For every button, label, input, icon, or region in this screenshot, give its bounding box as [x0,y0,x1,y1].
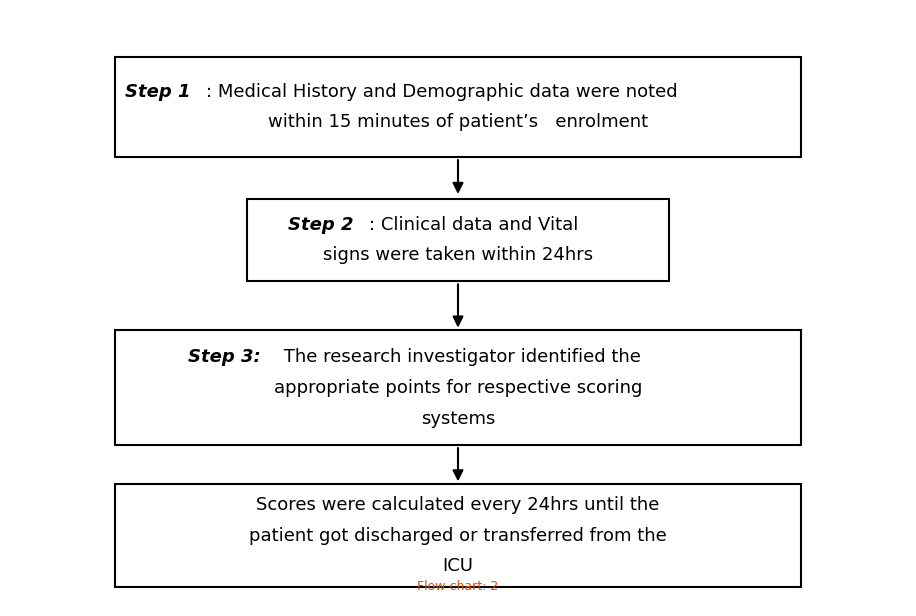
Text: Flow chart: 2: Flow chart: 2 [418,580,498,593]
Text: The research investigator identified the: The research investigator identified the [278,348,641,366]
Text: signs were taken within 24hrs: signs were taken within 24hrs [323,246,593,264]
Text: Step 3:: Step 3: [188,348,261,366]
Text: Step 1: Step 1 [125,83,191,100]
Text: : Medical History and Demographic data were noted: : Medical History and Demographic data w… [206,83,678,100]
Text: : Clinical data and Vital: : Clinical data and Vital [369,216,578,233]
Text: appropriate points for respective scoring: appropriate points for respective scorin… [274,379,642,397]
Text: within 15 minutes of patient’s   enrolment: within 15 minutes of patient’s enrolment [268,113,648,131]
FancyBboxPatch shape [247,198,669,282]
Text: systems: systems [420,410,496,428]
FancyBboxPatch shape [115,484,801,588]
Text: ICU: ICU [442,557,474,575]
Text: patient got discharged or transferred from the: patient got discharged or transferred fr… [249,527,667,545]
FancyBboxPatch shape [115,330,801,445]
Text: Step 2: Step 2 [288,216,354,233]
FancyBboxPatch shape [115,57,801,157]
Text: Scores were calculated every 24hrs until the: Scores were calculated every 24hrs until… [256,496,660,514]
